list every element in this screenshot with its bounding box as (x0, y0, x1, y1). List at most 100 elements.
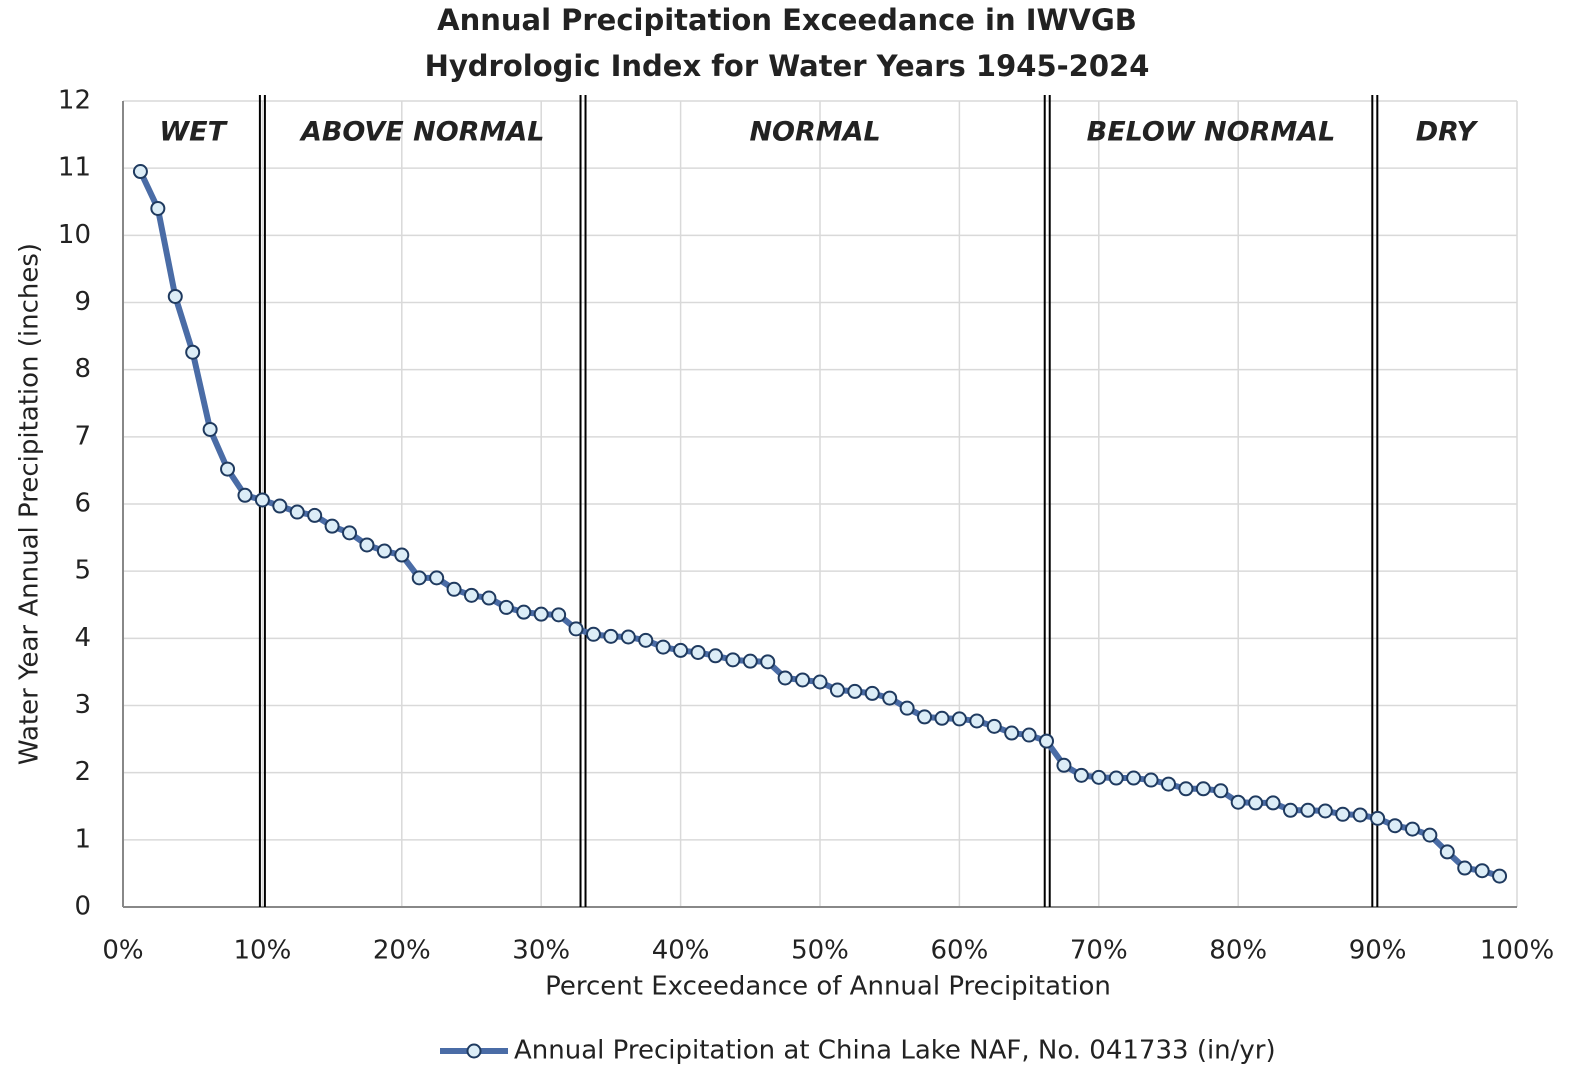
x-tick-label: 30% (512, 936, 570, 966)
data-point (707, 648, 723, 664)
data-point (829, 682, 845, 698)
data-point (725, 652, 741, 668)
data-point (324, 518, 340, 534)
data-point (446, 581, 462, 597)
y-axis-label: Water Year Annual Precipitation (inches) (15, 243, 45, 765)
data-point (742, 653, 758, 669)
data-point (1195, 781, 1211, 797)
data-point (254, 492, 270, 508)
y-tick-label: 7 (74, 421, 91, 451)
data-point (1282, 802, 1298, 818)
y-tick-label: 8 (74, 354, 91, 384)
data-point (516, 604, 532, 620)
data-point (568, 621, 584, 637)
x-tick-label: 20% (373, 936, 431, 966)
data-point (551, 607, 567, 623)
data-point (167, 288, 183, 304)
data-point (864, 685, 880, 701)
data-point (1021, 727, 1037, 743)
data-point (1178, 781, 1194, 797)
data-point (585, 626, 601, 642)
data-point (760, 654, 776, 670)
data-point (1248, 795, 1264, 811)
data-point (882, 690, 898, 706)
data-point (1335, 806, 1351, 822)
data-point (1387, 818, 1403, 834)
data-point (359, 537, 375, 553)
data-point (1422, 827, 1438, 843)
data-point (411, 570, 427, 586)
data-point (1352, 807, 1368, 823)
data-point (951, 711, 967, 727)
data-point (620, 629, 636, 645)
data-point (655, 639, 671, 655)
data-point (289, 504, 305, 520)
data-point (1492, 868, 1508, 884)
y-tick-label: 4 (74, 623, 91, 653)
data-point (394, 547, 410, 563)
x-tick-label: 70% (1070, 936, 1128, 966)
data-point (132, 164, 148, 180)
data-point (1300, 802, 1316, 818)
y-tick-label: 10 (58, 220, 91, 250)
data-point (690, 644, 706, 660)
y-tick-label: 5 (74, 556, 91, 586)
zone-label: NORMAL (749, 117, 880, 148)
legend-label: Annual Precipitation at China Lake NAF, … (514, 1036, 1276, 1066)
zone-label: DRY (1416, 117, 1479, 148)
data-point (1317, 803, 1333, 819)
data-point (899, 700, 915, 716)
data-point (795, 672, 811, 688)
data-point (1457, 860, 1473, 876)
data-point (847, 683, 863, 699)
data-point (272, 498, 288, 514)
x-tick-label: 90% (1349, 936, 1407, 966)
zone-label: ABOVE NORMAL (299, 117, 545, 148)
data-point (376, 543, 392, 559)
data-point (464, 587, 479, 603)
data-point (812, 674, 828, 690)
data-point (1143, 772, 1159, 788)
data-point (986, 718, 1002, 734)
data-point (237, 487, 253, 503)
data-point (1404, 821, 1420, 837)
zone-label: BELOW NORMAL (1087, 117, 1336, 148)
x-tick-label: 40% (652, 936, 710, 966)
data-point (1265, 795, 1281, 811)
data-point (638, 632, 654, 648)
x-tick-label: 10% (234, 936, 292, 966)
data-point (1161, 776, 1176, 792)
data-point (1126, 770, 1142, 786)
y-tick-label: 12 (58, 86, 91, 116)
data-point (969, 713, 985, 729)
y-tick-label: 0 (74, 892, 91, 922)
x-tick-label: 50% (791, 936, 849, 966)
data-point (1056, 757, 1072, 773)
x-tick-label: 60% (931, 936, 989, 966)
legend-marker (466, 1043, 482, 1059)
data-point (1439, 844, 1455, 860)
x-tick-label: 100% (1480, 936, 1554, 966)
data-point (185, 344, 201, 360)
data-point (498, 599, 514, 615)
data-point (202, 421, 218, 437)
x-tick-label: 0% (102, 936, 143, 966)
y-tick-label: 2 (74, 757, 91, 787)
data-point (1474, 863, 1490, 879)
y-tick-label: 6 (74, 489, 91, 519)
data-point (342, 525, 358, 541)
chart-title: Annual Precipitation Exceedance in IWVGB (437, 3, 1137, 37)
data-point (1004, 725, 1020, 741)
data-point (917, 709, 933, 725)
data-point (673, 642, 689, 658)
data-point (1370, 810, 1386, 826)
zone-label: WET (159, 117, 228, 148)
data-point (307, 507, 323, 523)
data-point (777, 670, 793, 686)
data-point (150, 200, 166, 216)
y-tick-label: 9 (74, 287, 91, 317)
y-tick-label: 3 (74, 690, 91, 720)
x-axis-label: Percent Exceedance of Annual Precipitati… (545, 972, 1111, 1002)
data-point (481, 590, 497, 606)
